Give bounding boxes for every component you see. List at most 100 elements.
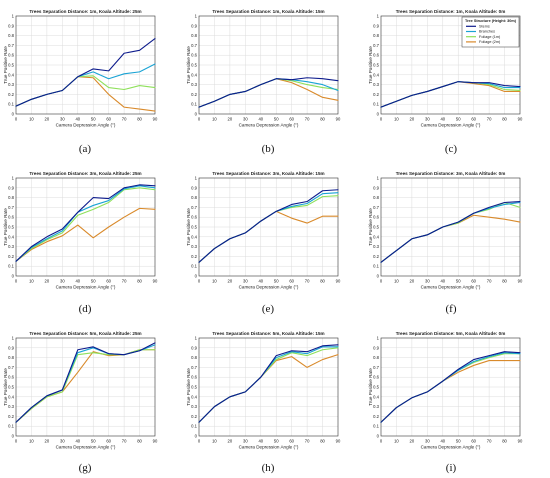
x-tick-label: 30 (425, 439, 430, 444)
y-tick-label: 0.5 (373, 63, 379, 68)
y-tick-label: 0.7 (191, 43, 197, 48)
y-tick-label: 0.2 (373, 414, 379, 419)
x-tick-label: 90 (518, 439, 523, 444)
x-tick-label: 90 (336, 279, 341, 284)
y-tick-label: 0.3 (8, 82, 14, 87)
x-axis-label: Camera Depression Angle (°) (56, 285, 116, 290)
axes-frame (198, 337, 339, 437)
y-tick-label: 0.8 (373, 33, 379, 38)
chart-title: Trees Separation Distance: 3m, Koala Alt… (396, 171, 506, 176)
y-tick-label: 0.4 (191, 72, 197, 77)
y-tick-label: 0.1 (373, 264, 379, 269)
chart-title: Trees Separation Distance: 5m, Koala Alt… (396, 331, 506, 336)
x-tick-label: 0 (15, 279, 18, 284)
x-tick-label: 50 (456, 279, 461, 284)
y-tick-label: 0.2 (191, 254, 197, 259)
chart-panel-2: 0 10 20 30 40 50 60 70 80 90 0 0.1 0.2 0.3 0.4 0.5 0.6 0.… (186, 9, 341, 155)
x-tick-label: 30 (425, 117, 430, 122)
y-tick-label: 0 (12, 274, 15, 279)
y-tick-label: 0 (12, 112, 15, 117)
subfigure-label: (a) (79, 143, 92, 155)
x-tick-label: 50 (274, 279, 279, 284)
chart-panel-7: 0 10 20 30 40 50 60 70 80 90 0 0.1 0.2 0.3 0.4 0.5 0.6 0.… (3, 331, 158, 474)
x-tick-label: 10 (212, 279, 217, 284)
x-tick-label: 80 (502, 117, 507, 122)
x-tick-label: 20 (45, 279, 50, 284)
y-tick-label: 0.4 (8, 394, 14, 399)
x-tick-label: 70 (487, 439, 492, 444)
x-tick-label: 90 (153, 117, 158, 122)
y-tick-label: 0.5 (8, 225, 14, 230)
x-axis-label: Camera Depression Angle (°) (56, 123, 116, 128)
x-tick-label: 10 (29, 439, 34, 444)
y-tick-label: 0.9 (373, 23, 379, 28)
axes-frame (15, 337, 156, 437)
x-tick-label: 70 (487, 117, 492, 122)
chart-title: Trees Separation Distance: 1m, Koala Alt… (396, 9, 506, 14)
series-line-stems (198, 344, 339, 423)
y-tick-label: 0.1 (8, 102, 14, 107)
x-tick-label: 50 (274, 439, 279, 444)
y-tick-label: 0.4 (373, 72, 379, 77)
x-tick-label: 70 (305, 279, 310, 284)
y-tick-label: 0.6 (191, 215, 197, 220)
axes-frame (15, 15, 156, 115)
y-tick-label: 0.9 (8, 345, 14, 350)
x-tick-label: 40 (258, 439, 263, 444)
y-tick-label: 0.4 (8, 72, 14, 77)
y-tick-label: 0.1 (191, 102, 197, 107)
y-tick-label: 0.8 (373, 195, 379, 200)
y-tick-label: 0.4 (373, 394, 379, 399)
x-tick-label: 80 (320, 117, 325, 122)
x-axis-label: Camera Depression Angle (°) (421, 285, 481, 290)
y-tick-label: 1 (195, 14, 198, 19)
y-tick-label: 0.3 (373, 82, 379, 87)
y-axis-label: True Positive Rate (368, 208, 373, 246)
y-axis-label: True Positive Rate (368, 368, 373, 406)
y-tick-label: 0 (377, 434, 380, 439)
series-line-stems (380, 351, 521, 423)
x-tick-label: 0 (380, 439, 383, 444)
y-tick-label: 0.1 (191, 264, 197, 269)
subfigure-label: (d) (79, 303, 92, 315)
y-tick-label: 0.5 (8, 63, 14, 68)
chart-title: Trees Separation Distance: 5m, Koala Alt… (29, 331, 141, 336)
x-tick-label: 80 (502, 279, 507, 284)
x-tick-label: 60 (106, 439, 111, 444)
y-tick-label: 0 (195, 274, 198, 279)
y-tick-label: 0 (195, 434, 198, 439)
x-tick-label: 70 (487, 279, 492, 284)
x-tick-label: 30 (243, 117, 248, 122)
y-tick-label: 0.4 (191, 234, 197, 239)
x-tick-label: 90 (518, 279, 523, 284)
x-axis-label: Camera Depression Angle (°) (239, 123, 299, 128)
y-tick-label: 1 (12, 14, 15, 19)
axes-frame (15, 177, 156, 277)
y-tick-label: 0 (377, 112, 380, 117)
y-tick-label: 0.3 (8, 244, 14, 249)
x-tick-label: 40 (75, 279, 80, 284)
y-tick-label: 0.7 (8, 365, 14, 370)
y-tick-label: 0.3 (191, 82, 197, 87)
x-tick-label: 90 (336, 439, 341, 444)
x-tick-label: 20 (410, 279, 415, 284)
series-line-stems (198, 77, 339, 108)
x-tick-label: 20 (228, 117, 233, 122)
y-tick-label: 0.9 (191, 345, 197, 350)
y-tick-label: 0.6 (373, 375, 379, 380)
y-tick-label: 0.5 (373, 225, 379, 230)
x-tick-label: 20 (410, 117, 415, 122)
y-tick-label: 0.2 (191, 414, 197, 419)
x-tick-label: 40 (440, 439, 445, 444)
x-tick-label: 90 (518, 117, 523, 122)
x-tick-label: 10 (29, 117, 34, 122)
y-tick-label: 0.8 (191, 195, 197, 200)
y-tick-label: 0.3 (8, 404, 14, 409)
y-tick-label: 0.8 (191, 33, 197, 38)
series-line-foliage-1m (15, 187, 156, 262)
x-tick-label: 30 (60, 117, 65, 122)
x-tick-label: 0 (15, 439, 18, 444)
y-tick-label: 0.1 (373, 102, 379, 107)
y-tick-label: 0.8 (191, 355, 197, 360)
x-tick-label: 10 (394, 117, 399, 122)
